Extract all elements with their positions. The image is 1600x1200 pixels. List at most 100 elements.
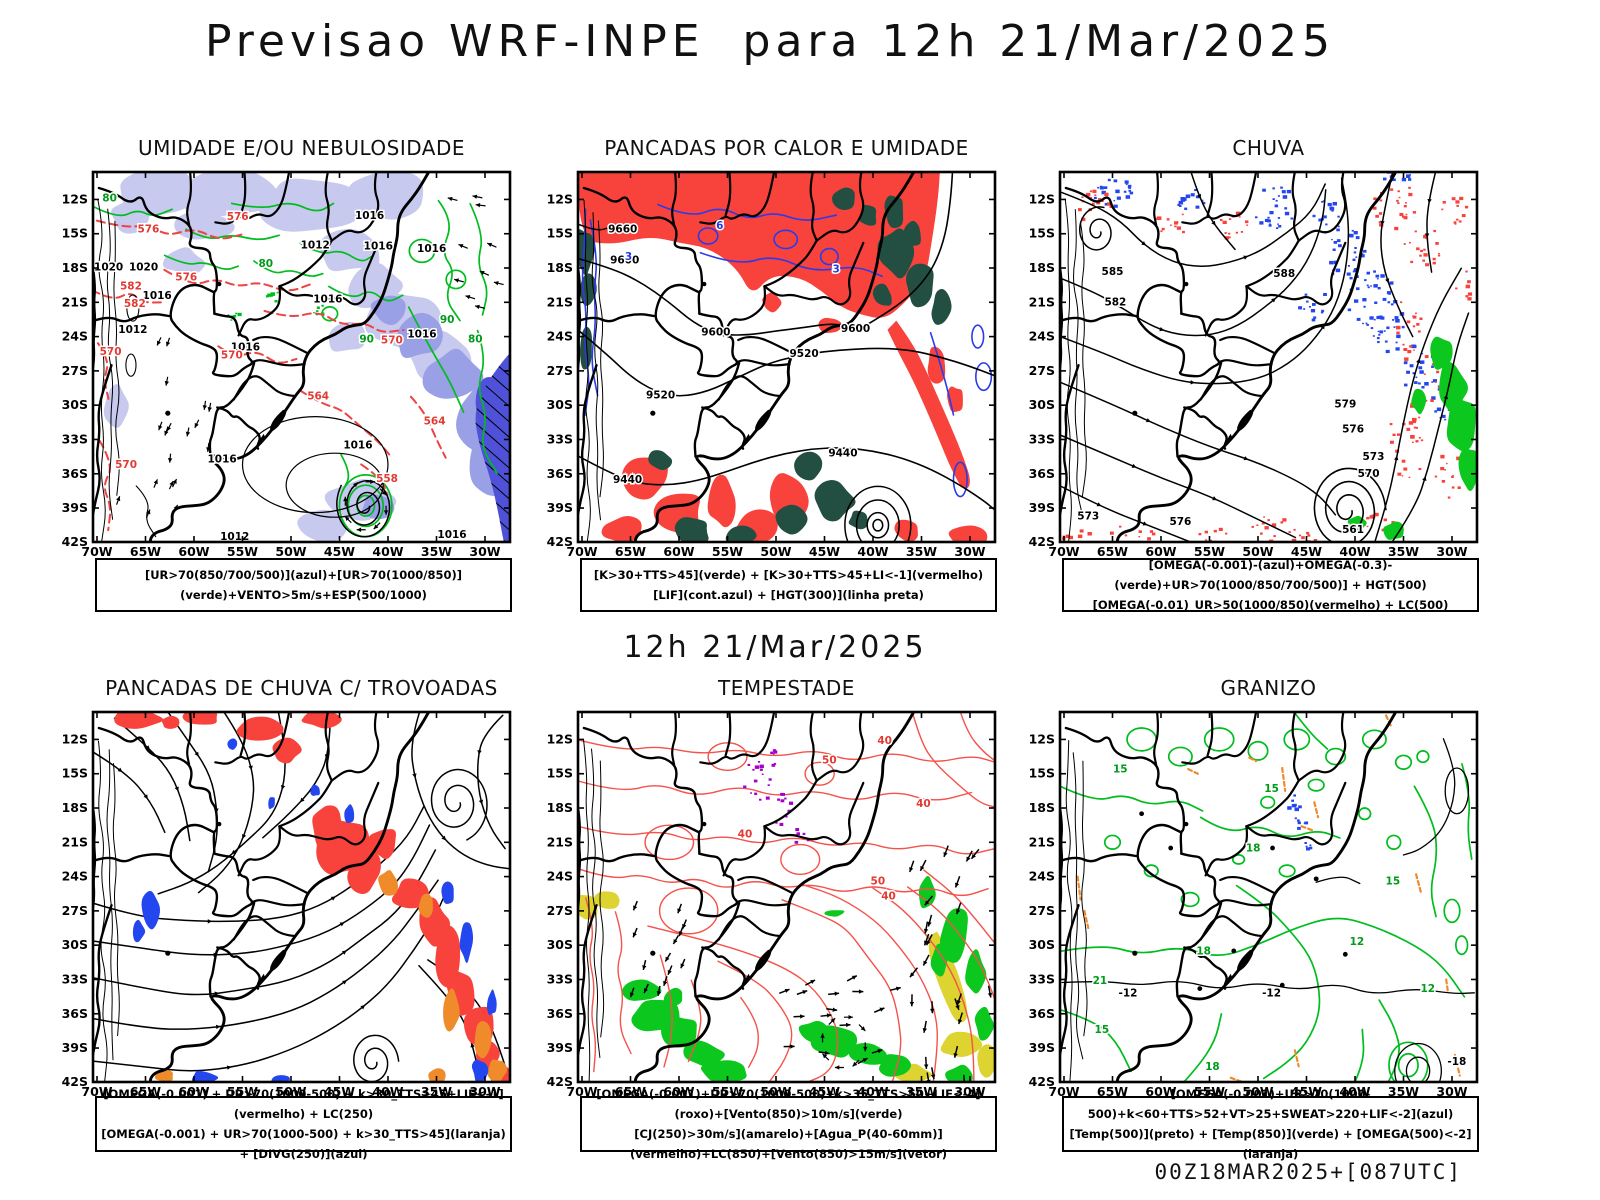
caption-tempestade: [OMEGA(-0.001)+UR>70(1000-500)+k>35_TTS>… xyxy=(580,1087,997,1161)
svg-text:36S: 36S xyxy=(62,1006,88,1021)
svg-text:570: 570 xyxy=(1358,468,1380,480)
svg-text:36S: 36S xyxy=(547,466,573,481)
svg-text:582: 582 xyxy=(124,298,146,310)
svg-text:60W: 60W xyxy=(663,544,694,559)
svg-text:35W: 35W xyxy=(421,1084,452,1099)
svg-text:65W: 65W xyxy=(615,1084,646,1099)
svg-text:80: 80 xyxy=(468,333,483,345)
svg-text:65W: 65W xyxy=(130,544,161,559)
svg-text:35W: 35W xyxy=(906,1084,937,1099)
panel-title-trovoadas: PANCADAS DE CHUVA C/ TROVOADAS xyxy=(105,676,498,700)
svg-text:18S: 18S xyxy=(547,260,573,275)
svg-text:50W: 50W xyxy=(1242,544,1273,559)
svg-text:55W: 55W xyxy=(712,1084,743,1099)
svg-text:39S: 39S xyxy=(547,1040,573,1055)
svg-text:21: 21 xyxy=(1093,975,1108,987)
svg-text:55W: 55W xyxy=(227,544,258,559)
svg-text:33S: 33S xyxy=(62,431,88,446)
caption-umidade: [UR>70(850/700/500)](azul)+[UR>70(1000/8… xyxy=(95,558,512,612)
svg-text:42S: 42S xyxy=(1029,1074,1055,1089)
svg-text:1020: 1020 xyxy=(129,261,158,273)
svg-text:27S: 27S xyxy=(62,903,88,918)
svg-text:1016: 1016 xyxy=(407,329,436,341)
caption-pancadas-calor: [K>30+TTS>45](verde) + [K>30+TTS>45+LI<-… xyxy=(580,558,997,612)
svg-text:55W: 55W xyxy=(712,544,743,559)
svg-text:36S: 36S xyxy=(547,1006,573,1021)
svg-text:15: 15 xyxy=(1386,876,1401,888)
svg-text:1020: 1020 xyxy=(94,261,123,273)
svg-text:30S: 30S xyxy=(62,397,88,412)
svg-text:35W: 35W xyxy=(1388,1084,1419,1099)
svg-text:70W: 70W xyxy=(81,544,112,559)
panel-title-tempestade: TEMPESTADE xyxy=(718,676,855,700)
svg-text:65W: 65W xyxy=(130,1084,161,1099)
svg-text:24S: 24S xyxy=(62,329,88,344)
valid-time-label: 12h 21/Mar/2025 xyxy=(623,630,927,665)
svg-text:40: 40 xyxy=(738,829,753,841)
svg-text:12S: 12S xyxy=(1029,191,1055,206)
svg-text:40: 40 xyxy=(916,798,931,810)
caption-line: [OMEGA(-0.001) + UR>70(1000-500) + k>30_… xyxy=(101,1127,506,1161)
svg-text:40W: 40W xyxy=(372,544,403,559)
svg-text:3: 3 xyxy=(832,264,839,276)
svg-text:40W: 40W xyxy=(1339,544,1370,559)
svg-text:9600: 9600 xyxy=(610,254,639,266)
svg-text:24S: 24S xyxy=(547,869,573,884)
svg-text:9520: 9520 xyxy=(790,348,819,360)
svg-text:65W: 65W xyxy=(1097,544,1128,559)
svg-text:39S: 39S xyxy=(547,500,573,515)
svg-text:42S: 42S xyxy=(1029,534,1055,549)
svg-text:18: 18 xyxy=(1246,842,1261,854)
svg-text:3: 3 xyxy=(625,251,632,263)
panel-title-chuva: CHUVA xyxy=(1232,136,1305,160)
svg-text:42S: 42S xyxy=(62,1074,88,1089)
svg-text:50W: 50W xyxy=(760,1084,791,1099)
svg-text:15S: 15S xyxy=(547,226,573,241)
svg-text:24S: 24S xyxy=(547,329,573,344)
svg-text:576: 576 xyxy=(1342,424,1364,436)
svg-text:15S: 15S xyxy=(62,766,88,781)
svg-text:60W: 60W xyxy=(178,544,209,559)
svg-text:-12: -12 xyxy=(1119,988,1138,1000)
svg-text:30S: 30S xyxy=(547,397,573,412)
svg-text:-12: -12 xyxy=(1262,988,1281,1000)
svg-text:80: 80 xyxy=(102,193,117,205)
svg-text:50W: 50W xyxy=(275,544,306,559)
svg-text:45W: 45W xyxy=(1291,1084,1322,1099)
svg-text:30S: 30S xyxy=(547,937,573,952)
svg-text:570: 570 xyxy=(221,349,243,361)
svg-text:570: 570 xyxy=(115,459,137,471)
svg-text:18S: 18S xyxy=(62,260,88,275)
caption-chuva: [OMEGA(-0.001)-(azul)+OMEGA(-0.3)-(verde… xyxy=(1062,558,1479,612)
svg-text:35W: 35W xyxy=(1388,544,1419,559)
svg-text:33S: 33S xyxy=(547,971,573,986)
svg-text:12S: 12S xyxy=(547,731,573,746)
svg-text:70W: 70W xyxy=(566,544,597,559)
svg-text:576: 576 xyxy=(1169,516,1191,528)
svg-text:1016: 1016 xyxy=(313,293,342,305)
svg-text:18: 18 xyxy=(1196,945,1211,957)
svg-text:42S: 42S xyxy=(547,1074,573,1089)
caption-line: [OMEGA(-0.01)_UR>50(1000/850)(vermelho) … xyxy=(1092,598,1449,612)
map-granizo: 15 15 18 15 12 18 21 12 15 18 -12 -12 -18 70W 65W 60W 55… xyxy=(1029,710,1479,1099)
svg-text:561: 561 xyxy=(1342,524,1364,536)
svg-text:27S: 27S xyxy=(547,903,573,918)
panel-title-pancadas-calor: PANCADAS POR CALOR E UMIDADE xyxy=(604,136,969,160)
svg-text:15S: 15S xyxy=(1029,766,1055,781)
caption-line: [UR>70(850/700/500)](azul)+[UR>70(1000/8… xyxy=(144,568,463,602)
caption-line: [CJ(250)>30m/s](amarelo)+[Agua_P(40-60mm… xyxy=(629,1127,948,1161)
svg-text:18S: 18S xyxy=(547,800,573,815)
svg-text:50: 50 xyxy=(822,754,837,766)
svg-text:570: 570 xyxy=(100,346,122,358)
svg-text:27S: 27S xyxy=(547,363,573,378)
run-info-label: 00Z18MAR2025+[087UTC] xyxy=(1154,1160,1462,1184)
svg-text:33S: 33S xyxy=(1029,431,1055,446)
svg-text:42S: 42S xyxy=(62,534,88,549)
svg-text:30W: 30W xyxy=(469,544,500,559)
svg-text:55W: 55W xyxy=(227,1084,258,1099)
svg-text:80: 80 xyxy=(258,258,273,270)
map-pancadas-calor: 9660 9600 9600 9600 9520 9520 9440 9440 6 3 3 70W 65… xyxy=(547,170,997,559)
svg-text:15S: 15S xyxy=(62,226,88,241)
svg-text:30S: 30S xyxy=(62,937,88,952)
